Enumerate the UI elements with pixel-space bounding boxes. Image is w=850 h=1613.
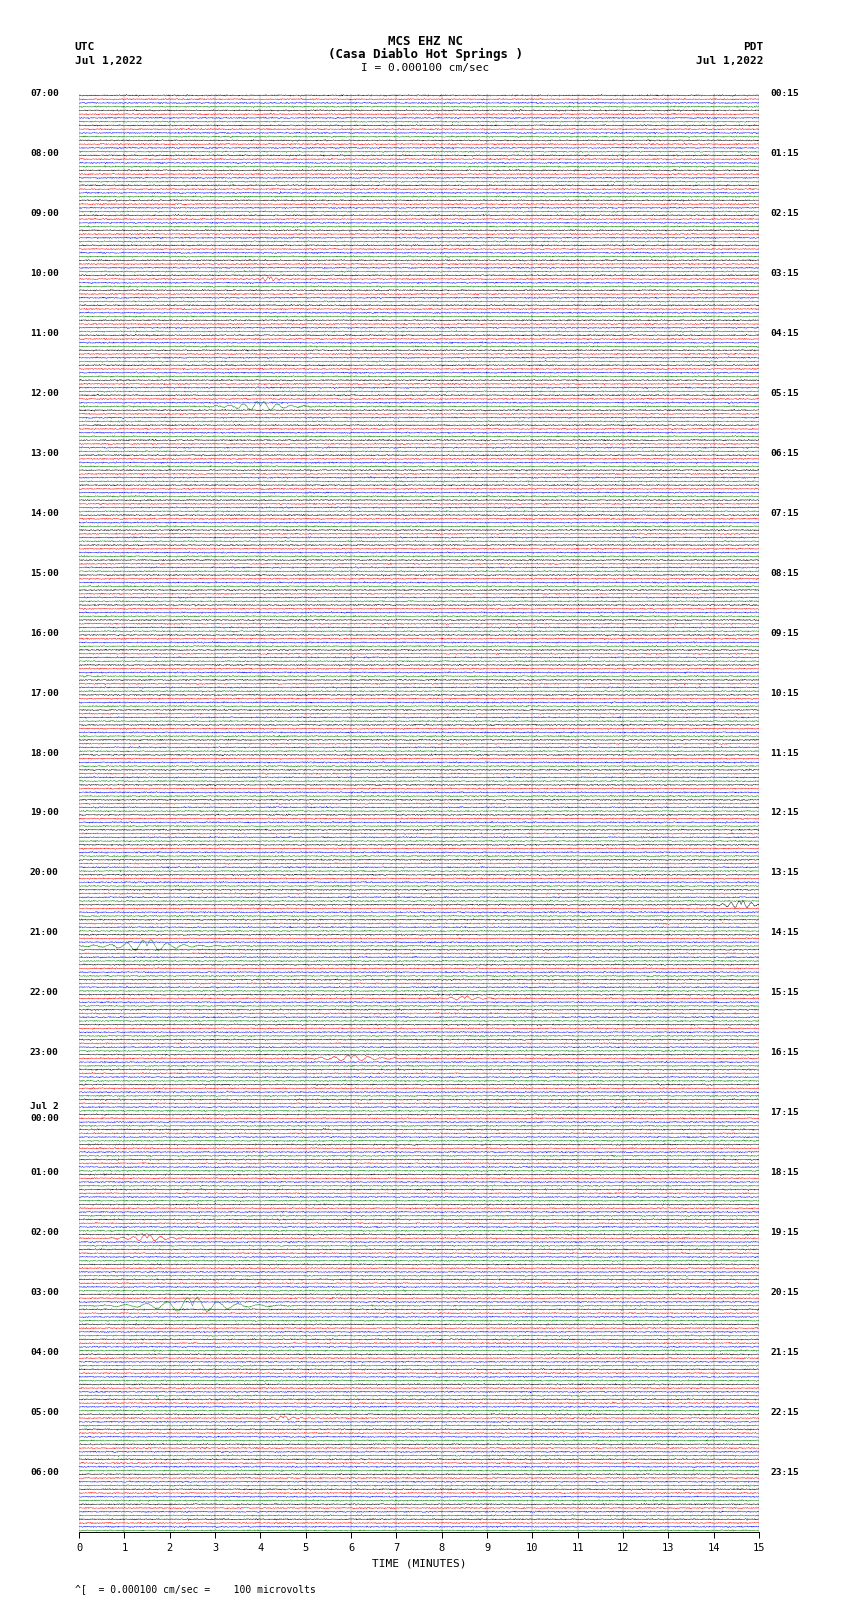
- Text: 10:00: 10:00: [30, 269, 59, 277]
- Text: 04:15: 04:15: [770, 329, 799, 337]
- Text: MCS EHZ NC: MCS EHZ NC: [388, 35, 462, 48]
- Text: 00:15: 00:15: [770, 89, 799, 98]
- Text: 18:15: 18:15: [770, 1168, 799, 1177]
- Text: Jul 1,2022: Jul 1,2022: [75, 56, 142, 66]
- X-axis label: TIME (MINUTES): TIME (MINUTES): [371, 1558, 467, 1568]
- Text: 21:00: 21:00: [30, 929, 59, 937]
- Text: 02:00: 02:00: [30, 1227, 59, 1237]
- Text: ^[  = 0.000100 cm/sec =    100 microvolts: ^[ = 0.000100 cm/sec = 100 microvolts: [75, 1584, 315, 1594]
- Text: 15:00: 15:00: [30, 569, 59, 577]
- Text: 01:00: 01:00: [30, 1168, 59, 1177]
- Text: 05:00: 05:00: [30, 1408, 59, 1416]
- Text: Jul 1,2022: Jul 1,2022: [696, 56, 763, 66]
- Text: 09:15: 09:15: [770, 629, 799, 637]
- Text: 12:00: 12:00: [30, 389, 59, 398]
- Text: 23:00: 23:00: [30, 1048, 59, 1057]
- Text: 08:00: 08:00: [30, 148, 59, 158]
- Text: UTC: UTC: [75, 42, 95, 52]
- Text: 20:00: 20:00: [30, 868, 59, 877]
- Text: 14:15: 14:15: [770, 929, 799, 937]
- Text: 16:00: 16:00: [30, 629, 59, 637]
- Text: 05:15: 05:15: [770, 389, 799, 398]
- Text: 07:00: 07:00: [30, 89, 59, 98]
- Text: 03:15: 03:15: [770, 269, 799, 277]
- Text: 22:15: 22:15: [770, 1408, 799, 1416]
- Text: 09:00: 09:00: [30, 210, 59, 218]
- Text: 10:15: 10:15: [770, 689, 799, 697]
- Text: 22:00: 22:00: [30, 989, 59, 997]
- Text: 00:00: 00:00: [30, 1115, 59, 1123]
- Text: 04:00: 04:00: [30, 1348, 59, 1357]
- Text: 17:15: 17:15: [770, 1108, 799, 1118]
- Text: I = 0.000100 cm/sec: I = 0.000100 cm/sec: [361, 63, 489, 73]
- Text: 14:00: 14:00: [30, 508, 59, 518]
- Text: 17:00: 17:00: [30, 689, 59, 697]
- Text: 06:00: 06:00: [30, 1468, 59, 1478]
- Text: 03:00: 03:00: [30, 1289, 59, 1297]
- Text: 01:15: 01:15: [770, 148, 799, 158]
- Text: 12:15: 12:15: [770, 808, 799, 818]
- Text: 13:00: 13:00: [30, 448, 59, 458]
- Text: 19:00: 19:00: [30, 808, 59, 818]
- Text: 15:15: 15:15: [770, 989, 799, 997]
- Text: (Casa Diablo Hot Springs ): (Casa Diablo Hot Springs ): [327, 48, 523, 61]
- Text: 11:15: 11:15: [770, 748, 799, 758]
- Text: 20:15: 20:15: [770, 1289, 799, 1297]
- Text: 08:15: 08:15: [770, 569, 799, 577]
- Text: Jul 2: Jul 2: [30, 1102, 59, 1111]
- Text: 19:15: 19:15: [770, 1227, 799, 1237]
- Text: 16:15: 16:15: [770, 1048, 799, 1057]
- Text: 02:15: 02:15: [770, 210, 799, 218]
- Text: 11:00: 11:00: [30, 329, 59, 337]
- Text: PDT: PDT: [743, 42, 763, 52]
- Text: 23:15: 23:15: [770, 1468, 799, 1478]
- Text: 06:15: 06:15: [770, 448, 799, 458]
- Text: 13:15: 13:15: [770, 868, 799, 877]
- Text: 18:00: 18:00: [30, 748, 59, 758]
- Text: 21:15: 21:15: [770, 1348, 799, 1357]
- Text: 07:15: 07:15: [770, 508, 799, 518]
